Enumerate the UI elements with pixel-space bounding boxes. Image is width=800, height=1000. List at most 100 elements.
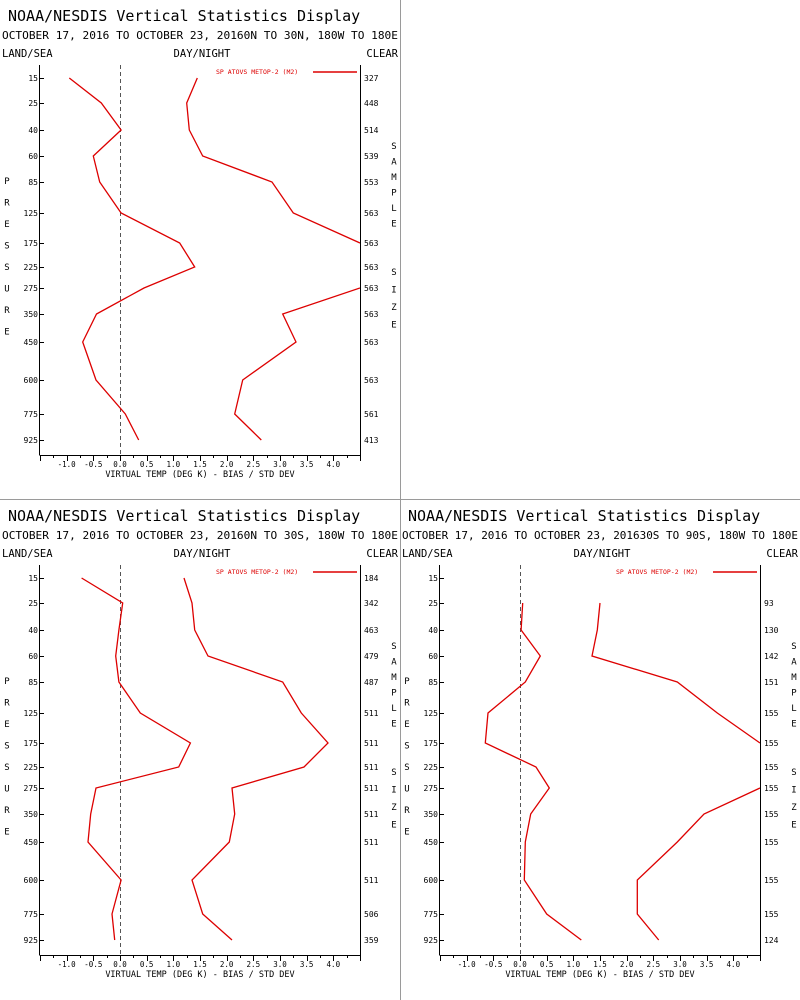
sample-size-label: 155 xyxy=(764,838,779,847)
sample-size-label: 487 xyxy=(364,678,379,687)
land-sea-label: LAND/SEA xyxy=(402,548,453,560)
sample-size-label: 155 xyxy=(764,763,779,772)
clear-label: CLEAR xyxy=(366,548,398,560)
x-tick-label: -0.5 xyxy=(84,460,102,469)
x-tick-label: -1.0 xyxy=(58,460,77,469)
x-tick-label: 0.5 xyxy=(140,960,154,969)
sample-size-label: 479 xyxy=(364,652,379,661)
size-label-letter: S xyxy=(391,268,396,278)
pressure-tick-label: 600 xyxy=(24,876,39,885)
pressure-label-letter: R xyxy=(4,306,10,316)
pressure-tick-label: 60 xyxy=(28,152,38,161)
size-label-letter: Z xyxy=(391,303,397,313)
pressure-tick-label: 275 xyxy=(424,784,439,793)
sample-size-label: 563 xyxy=(364,376,379,385)
pressure-tick-label: 40 xyxy=(28,626,38,635)
x-axis-label: VIRTUAL TEMP (DEG K) - BIAS / STD DEV xyxy=(105,470,294,480)
day-night-label: DAY/NIGHT xyxy=(174,548,232,560)
size-label-letter: E xyxy=(791,821,796,831)
pressure-tick-label: 925 xyxy=(24,936,39,945)
pressure-tick-label: 60 xyxy=(28,652,38,661)
x-tick-label: 1.5 xyxy=(193,960,207,969)
sample-size-label: 413 xyxy=(364,436,379,445)
sample-label-letter: L xyxy=(791,704,796,714)
series-std-dev-line xyxy=(183,577,329,941)
pressure-tick-label: 25 xyxy=(28,599,38,608)
land-sea-label: LAND/SEA xyxy=(2,48,53,60)
x-tick-label: 3.5 xyxy=(300,960,314,969)
sample-label-letter: M xyxy=(791,673,797,683)
x-tick-label: 3.0 xyxy=(673,960,687,969)
pressure-label-letter: R xyxy=(4,806,10,816)
sample-label-letter: P xyxy=(391,189,397,199)
x-tick-label: 2.5 xyxy=(247,960,261,969)
pressure-tick-label: 350 xyxy=(24,810,39,819)
pressure-label-letter: E xyxy=(404,828,409,838)
sample-size-label: 511 xyxy=(364,739,379,748)
pressure-tick-label: 125 xyxy=(24,709,39,718)
sample-size-label: 563 xyxy=(364,263,379,272)
sample-size-label: 563 xyxy=(364,209,379,218)
sample-size-label: 155 xyxy=(764,910,779,919)
pressure-tick-label: 25 xyxy=(428,599,438,608)
sample-size-label: 155 xyxy=(764,739,779,748)
legend-label: SP ATOVS METOP-2 (M2) xyxy=(216,68,298,76)
pressure-tick-label: 60 xyxy=(428,652,438,661)
x-tick-label: 3.5 xyxy=(300,460,314,469)
sample-label-letter: L xyxy=(391,704,396,714)
pressure-tick-label: 125 xyxy=(24,209,39,218)
clear-label: CLEAR xyxy=(766,548,798,560)
pressure-tick-label: 225 xyxy=(424,763,439,772)
pressure-label-letter: R xyxy=(4,199,10,209)
pressure-label-letter: E xyxy=(4,328,9,338)
series-bias-line xyxy=(484,602,582,941)
pressure-tick-label: 450 xyxy=(24,838,39,847)
sample-size-label: 511 xyxy=(364,763,379,772)
pressure-label-letter: S xyxy=(4,763,9,773)
pressure-tick-label: 600 xyxy=(424,876,439,885)
pressure-label-letter: U xyxy=(4,785,9,795)
size-label-letter: E xyxy=(391,321,396,331)
pressure-label-letter: E xyxy=(4,220,9,230)
pressure-tick-label: 600 xyxy=(24,376,39,385)
x-tick-label: 4.0 xyxy=(327,460,341,469)
sample-size-label: 563 xyxy=(364,338,379,347)
pressure-label-letter: P xyxy=(4,677,10,687)
pressure-tick-label: 275 xyxy=(24,784,39,793)
sample-size-label: 142 xyxy=(764,652,779,661)
pressure-tick-label: 225 xyxy=(24,263,39,272)
pressure-tick-label: 275 xyxy=(24,284,39,293)
sample-size-label: 553 xyxy=(364,178,379,187)
pressure-tick-label: 175 xyxy=(424,739,439,748)
x-tick-label: 0.5 xyxy=(540,960,554,969)
sample-size-label: 155 xyxy=(764,810,779,819)
pressure-tick-label: 350 xyxy=(424,810,439,819)
pressure-tick-label: 85 xyxy=(28,678,38,687)
sample-label-letter: A xyxy=(391,158,397,168)
sample-label-letter: S xyxy=(391,642,396,652)
x-tick-label: 3.0 xyxy=(273,960,287,969)
sample-size-label: 511 xyxy=(364,810,379,819)
pressure-label-letter: R xyxy=(404,806,410,816)
pressure-tick-label: 15 xyxy=(28,74,38,83)
x-tick-label: 4.0 xyxy=(327,960,341,969)
pressure-tick-label: 25 xyxy=(28,99,38,108)
day-night-label: DAY/NIGHT xyxy=(574,548,632,560)
sample-size-label: 124 xyxy=(764,936,779,945)
pressure-label-letter: P xyxy=(404,677,410,687)
pressure-tick-label: 925 xyxy=(424,936,439,945)
sample-label-letter: P xyxy=(791,689,797,699)
pressure-label-letter: U xyxy=(4,285,9,295)
size-label-letter: I xyxy=(791,786,796,796)
horizontal-divider xyxy=(0,499,800,500)
sample-label-letter: E xyxy=(391,220,396,230)
series-std-dev-line xyxy=(591,602,760,941)
sample-size-label: 514 xyxy=(364,126,379,135)
vertical-divider xyxy=(400,0,401,1000)
pressure-tick-label: 350 xyxy=(24,310,39,319)
pressure-label-letter: S xyxy=(4,263,9,273)
pressure-tick-label: 40 xyxy=(28,126,38,135)
x-tick-label: 2.5 xyxy=(647,960,661,969)
x-tick-label: 0.0 xyxy=(113,960,127,969)
sample-label-letter: E xyxy=(791,720,796,730)
